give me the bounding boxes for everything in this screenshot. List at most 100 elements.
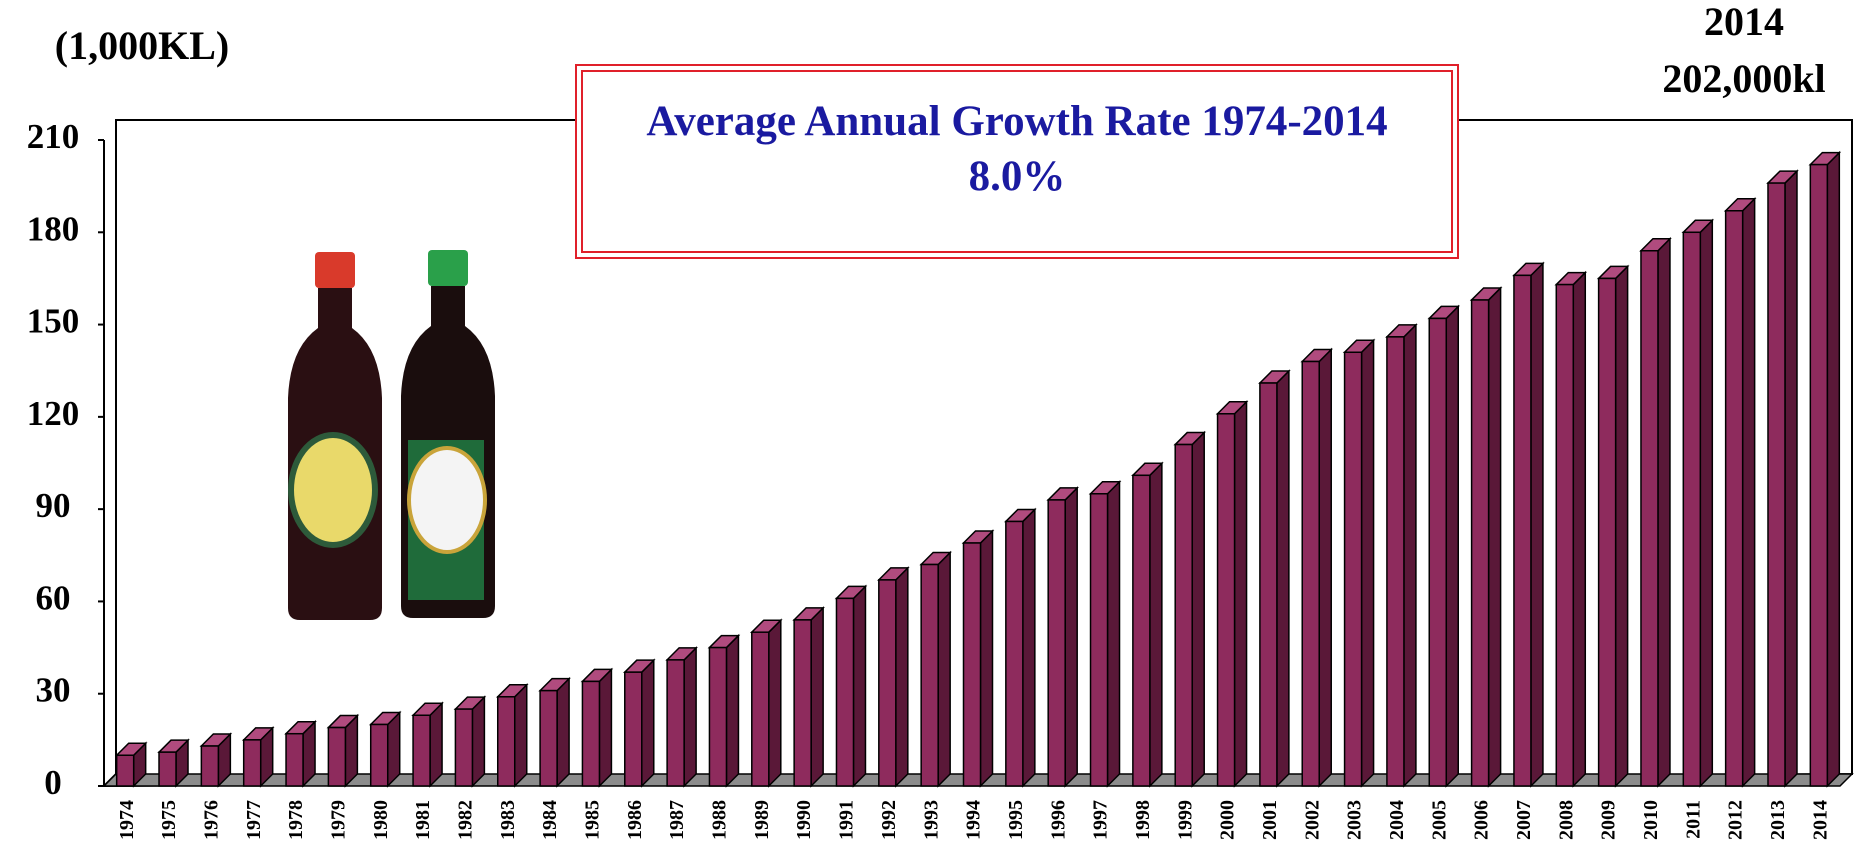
y-axis-label: (1,000KL) bbox=[55, 23, 229, 68]
x-tick-label: 2002 bbox=[1301, 800, 1323, 840]
bar bbox=[1683, 232, 1700, 786]
x-tick-label: 1983 bbox=[497, 800, 519, 840]
bar bbox=[1345, 352, 1362, 786]
bar bbox=[1641, 251, 1658, 786]
bar-side bbox=[1192, 433, 1204, 786]
y-tick-label: 150 bbox=[27, 302, 80, 341]
chart: Average Annual Growth Rate 1974-2014 8.0… bbox=[0, 0, 1854, 859]
x-tick-label: 1981 bbox=[412, 800, 434, 840]
bar-side bbox=[1277, 371, 1289, 786]
bar-side bbox=[726, 636, 738, 786]
bar bbox=[964, 543, 981, 786]
bar-side bbox=[684, 648, 696, 786]
bar-side bbox=[1785, 171, 1797, 786]
bar-side bbox=[1616, 266, 1628, 786]
y-tick-label: 0 bbox=[44, 763, 62, 802]
x-tick-label: 1996 bbox=[1047, 800, 1069, 840]
y-tick-label: 120 bbox=[27, 394, 80, 433]
bar bbox=[1006, 521, 1023, 786]
bar bbox=[540, 691, 557, 786]
y-tick-label: 210 bbox=[27, 117, 80, 156]
bar bbox=[328, 728, 345, 786]
x-tick-label: 2003 bbox=[1344, 800, 1366, 840]
bar bbox=[836, 598, 853, 786]
bar-side bbox=[599, 669, 611, 786]
x-tick-label: 1993 bbox=[920, 800, 942, 840]
bar-side bbox=[853, 586, 865, 786]
bar bbox=[1726, 211, 1743, 786]
y-tick-label: 60 bbox=[36, 578, 71, 617]
bar bbox=[286, 734, 303, 786]
bar-side bbox=[1658, 239, 1670, 786]
x-tick-label: 2005 bbox=[1428, 800, 1450, 840]
bar bbox=[1091, 494, 1108, 786]
x-tick-label: 2013 bbox=[1767, 800, 1789, 840]
bar-side bbox=[1362, 340, 1374, 786]
bar-side bbox=[981, 531, 993, 786]
x-tick-label: 1985 bbox=[582, 800, 604, 840]
bar bbox=[371, 724, 388, 786]
bar bbox=[201, 746, 218, 786]
bar bbox=[1768, 183, 1785, 786]
bar bbox=[1302, 361, 1319, 786]
x-tick-label: 1979 bbox=[327, 800, 349, 840]
bar bbox=[625, 672, 642, 786]
bar-side bbox=[769, 620, 781, 786]
x-tick-label: 2000 bbox=[1217, 800, 1239, 840]
x-tick-label: 1999 bbox=[1174, 800, 1196, 840]
bar-side bbox=[1489, 288, 1501, 786]
bar-side bbox=[1573, 273, 1585, 786]
bar-side bbox=[430, 703, 442, 786]
x-tick-label: 1988 bbox=[709, 800, 731, 840]
bar-side bbox=[1065, 488, 1077, 786]
bar bbox=[159, 752, 176, 786]
bar bbox=[413, 715, 430, 786]
bar bbox=[117, 755, 134, 786]
bar-side bbox=[896, 568, 908, 786]
bar bbox=[455, 709, 472, 786]
x-tick-label: 1976 bbox=[200, 800, 222, 840]
bar-side bbox=[811, 608, 823, 786]
x-tick-label: 2009 bbox=[1598, 800, 1620, 840]
bar-side bbox=[1404, 325, 1416, 786]
bar-side bbox=[1108, 482, 1120, 786]
bar-side bbox=[1235, 402, 1247, 786]
x-tick-label: 1995 bbox=[1005, 800, 1027, 840]
bar-side bbox=[1531, 263, 1543, 786]
bar bbox=[498, 697, 515, 786]
bar bbox=[1260, 383, 1277, 786]
x-tick-label: 1974 bbox=[116, 800, 138, 840]
annotation-text: Average Annual Growth Rate 1974-2014 bbox=[646, 98, 1387, 145]
callout: 202,000kl bbox=[1662, 56, 1825, 101]
y-tick-label: 30 bbox=[36, 671, 71, 710]
bar bbox=[1429, 318, 1446, 786]
bar-side bbox=[938, 553, 950, 786]
x-tick-label: 2007 bbox=[1513, 800, 1535, 840]
bar bbox=[1556, 285, 1573, 786]
annotation-text: 8.0% bbox=[969, 153, 1066, 200]
y-tick-label: 90 bbox=[36, 486, 71, 525]
bar-side bbox=[1319, 349, 1331, 786]
x-tick-label: 1975 bbox=[158, 800, 180, 840]
x-tick-label: 2006 bbox=[1471, 800, 1493, 840]
x-tick-label: 1989 bbox=[751, 800, 773, 840]
bar bbox=[1387, 337, 1404, 786]
bar bbox=[1133, 475, 1150, 786]
x-tick-label: 1980 bbox=[370, 800, 392, 840]
bar-side bbox=[1743, 199, 1755, 786]
bar bbox=[1514, 275, 1531, 786]
bar bbox=[794, 620, 811, 786]
x-tick-label: 2014 bbox=[1809, 800, 1831, 840]
bar-side bbox=[472, 697, 484, 786]
bar-side bbox=[557, 679, 569, 786]
bar-side bbox=[1023, 509, 1035, 786]
bar bbox=[667, 660, 684, 786]
x-tick-label: 1990 bbox=[793, 800, 815, 840]
x-tick-label: 2001 bbox=[1259, 800, 1281, 840]
x-tick-label: 1986 bbox=[624, 800, 646, 840]
x-tick-label: 1977 bbox=[243, 800, 265, 840]
bar bbox=[1472, 300, 1489, 786]
bar-side bbox=[1700, 220, 1712, 786]
bar bbox=[921, 565, 938, 786]
bar bbox=[709, 648, 726, 786]
